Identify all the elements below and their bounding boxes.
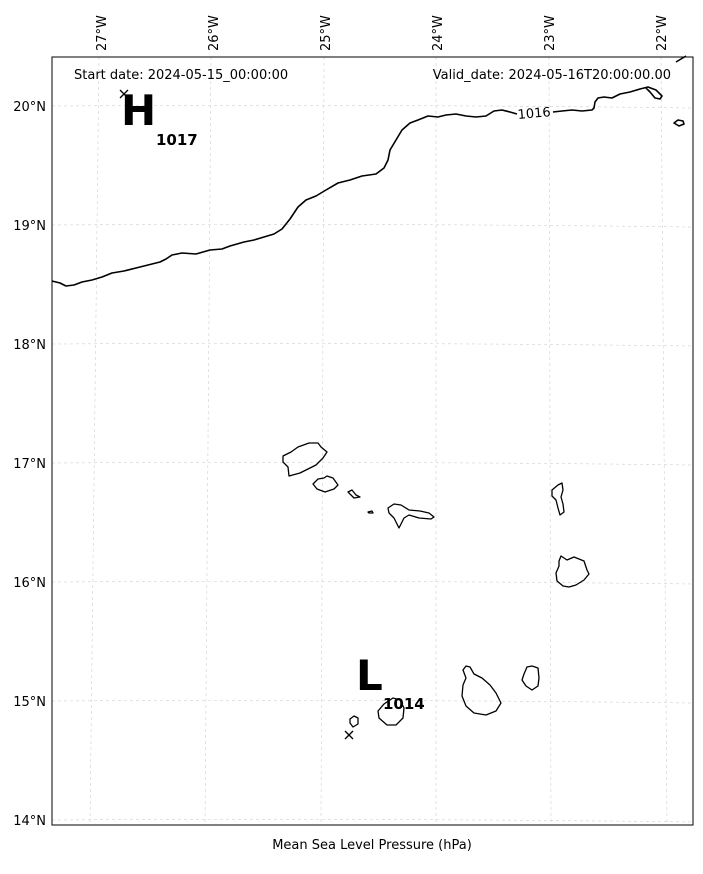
high-pressure-system: H 1017 <box>119 86 198 149</box>
low-letter: L <box>356 651 383 700</box>
lat-tick-label: 16°N <box>13 576 46 591</box>
island-santo-antao <box>282 442 328 477</box>
island-sao-nicolau <box>387 503 435 529</box>
island-sal <box>551 482 565 516</box>
lon-tick-label: 26°W <box>207 15 222 51</box>
low-center-marker <box>344 730 354 740</box>
island-santiago <box>461 665 502 716</box>
parallel-18n <box>51 343 694 347</box>
lon-tick-label: 23°W <box>543 15 558 51</box>
graticule <box>51 56 694 826</box>
low-value: 1014 <box>383 695 425 713</box>
lon-tick-label: 22°W <box>655 15 670 51</box>
isobar-label: 1016 <box>517 105 551 123</box>
isobar-line-east <box>552 86 663 113</box>
island-boa-vista <box>555 555 590 588</box>
valid-date-label: Valid_date: 2024-05-16T20:00:00.00 <box>433 68 671 83</box>
island-sao-vicente <box>312 475 339 493</box>
lon-tick-label: 27°W <box>95 15 110 51</box>
parallel-16n <box>51 581 694 585</box>
island-santa-luzia <box>347 489 361 499</box>
meridian-26w <box>204 56 212 826</box>
island-brava <box>349 715 359 728</box>
map-frame <box>51 56 694 826</box>
island-fogo <box>377 697 405 726</box>
lat-tick-label: 20°N <box>13 100 46 115</box>
lat-tick-label: 14°N <box>13 814 46 829</box>
parallel-19n <box>51 224 694 228</box>
island-maio <box>521 665 540 691</box>
meridian-27w <box>89 56 100 826</box>
parallel-15n <box>51 700 694 704</box>
parallel-17n <box>51 462 694 466</box>
lat-tick-label: 19°N <box>13 219 46 234</box>
high-center-marker <box>119 89 129 99</box>
low-pressure-system: L 1014 <box>344 651 425 740</box>
lon-tick-label: 24°W <box>431 15 446 51</box>
isobar-line <box>51 109 518 287</box>
coastlines <box>282 442 590 728</box>
longitude-ticks: 27°W 26°W 25°W 24°W 23°W 22°W <box>95 15 670 51</box>
parallel-20n <box>51 105 694 109</box>
meridian-22w <box>660 56 668 826</box>
lat-tick-label: 15°N <box>13 695 46 710</box>
start-date-label: Start date: 2024-05-15_00:00:00 <box>74 68 288 83</box>
high-letter: H <box>121 86 156 135</box>
lat-tick-label: 17°N <box>13 457 46 472</box>
lon-tick-label: 25°W <box>319 15 334 51</box>
isobar-1016: 1016 <box>51 55 687 287</box>
lat-tick-label: 18°N <box>13 338 46 353</box>
high-value: 1017 <box>156 131 198 149</box>
parallel-14n <box>51 819 694 823</box>
meridian-25w <box>320 56 325 826</box>
latitude-ticks: 20°N 19°N 18°N 17°N 16°N 15°N 14°N <box>13 100 46 829</box>
meridian-23w <box>548 56 552 826</box>
islet-raso <box>367 510 374 514</box>
isobar-ring <box>673 119 685 127</box>
map-xlabel: Mean Sea Level Pressure (hPa) <box>272 838 472 853</box>
